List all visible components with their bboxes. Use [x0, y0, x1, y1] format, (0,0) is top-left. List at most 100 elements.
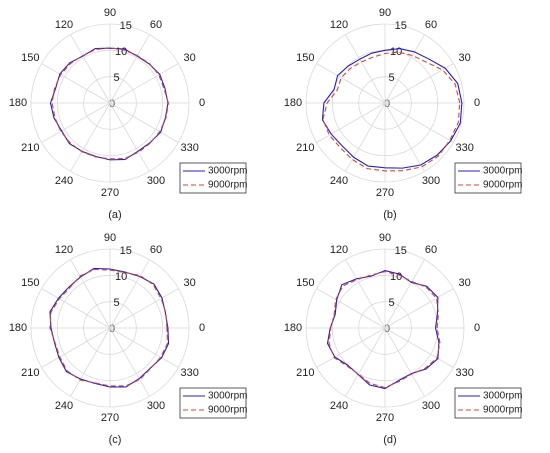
theta-tick-label: 60 — [150, 19, 162, 31]
theta-tick-label: 330 — [455, 367, 473, 379]
grid-spoke — [109, 327, 179, 368]
series-line — [322, 51, 461, 172]
r-tick-label: 15 — [395, 245, 407, 257]
theta-tick-label: 90 — [104, 7, 116, 19]
theta-tick-label: 150 — [296, 52, 314, 64]
polar-plot: 0510150306090120150180210240270300330300… — [9, 7, 248, 221]
theta-tick-label: 300 — [147, 400, 165, 412]
grid-spoke — [70, 259, 111, 329]
legend-box — [454, 162, 522, 194]
series-line — [49, 267, 170, 388]
grid-spoke — [384, 327, 454, 368]
grid-spoke — [384, 34, 425, 104]
grid-spoke — [316, 288, 386, 329]
series-line — [328, 271, 441, 389]
legend-label: 3000rpm — [483, 391, 522, 402]
theta-tick-label: 270 — [376, 412, 394, 424]
theta-tick-label: 330 — [180, 142, 198, 154]
legend-label: 9000rpm — [208, 180, 247, 191]
grid-spoke — [316, 102, 386, 143]
r-tick-label: 15 — [120, 20, 132, 32]
theta-tick-label: 60 — [425, 244, 437, 256]
grid-spoke — [109, 102, 150, 172]
legend-box — [179, 162, 247, 194]
series-line — [49, 268, 169, 387]
theta-tick-label: 270 — [101, 187, 119, 199]
r-tick-label: 15 — [395, 20, 407, 32]
legend-label: 3000rpm — [483, 166, 522, 177]
theta-tick-label: 210 — [296, 367, 314, 379]
grid-spoke — [41, 102, 111, 143]
theta-tick-label: 180 — [284, 97, 302, 109]
r-tick-label: 5 — [114, 297, 120, 309]
grid-spoke — [70, 102, 111, 172]
r-tick-label: 10 — [115, 271, 127, 283]
theta-tick-label: 300 — [147, 175, 165, 187]
panel-label: (a) — [108, 209, 121, 221]
theta-tick-label: 150 — [21, 277, 39, 289]
theta-tick-label: 240 — [330, 400, 348, 412]
theta-tick-label: 300 — [422, 400, 440, 412]
theta-tick-label: 120 — [330, 19, 348, 31]
theta-tick-label: 240 — [55, 400, 73, 412]
grid-spoke — [345, 102, 386, 172]
panel-label: (b) — [383, 209, 396, 221]
legend-box — [179, 387, 247, 419]
theta-tick-label: 90 — [379, 7, 391, 19]
grid-spoke — [384, 288, 454, 329]
theta-tick-label: 180 — [284, 322, 302, 334]
theta-tick-label: 90 — [379, 232, 391, 244]
theta-tick-label: 330 — [455, 142, 473, 154]
grid-spoke — [345, 327, 386, 397]
legend-label: 3000rpm — [208, 166, 247, 177]
legend-label: 9000rpm — [483, 180, 522, 191]
grid-spoke — [384, 102, 454, 143]
theta-tick-label: 210 — [21, 367, 39, 379]
series-line — [51, 47, 170, 160]
theta-tick-label: 0 — [199, 322, 205, 334]
grid-spoke — [345, 259, 386, 329]
theta-tick-label: 180 — [9, 97, 27, 109]
theta-tick-label: 30 — [459, 52, 471, 64]
theta-tick-label: 210 — [21, 142, 39, 154]
grid-spoke — [109, 63, 179, 104]
theta-tick-label: 30 — [184, 277, 196, 289]
legend-label: 3000rpm — [208, 391, 247, 402]
grid-spoke — [109, 288, 179, 329]
theta-tick-label: 240 — [55, 175, 73, 187]
theta-tick-label: 300 — [422, 175, 440, 187]
theta-tick-label: 180 — [9, 322, 27, 334]
theta-tick-label: 270 — [376, 187, 394, 199]
theta-tick-label: 120 — [55, 19, 73, 31]
theta-tick-label: 150 — [21, 52, 39, 64]
theta-tick-label: 60 — [150, 244, 162, 256]
grid-spoke — [316, 63, 386, 104]
theta-tick-label: 150 — [296, 277, 314, 289]
legend-label: 9000rpm — [208, 405, 247, 416]
grid-spoke — [384, 327, 425, 397]
polar-plot: 0510150306090120150180210240270300330300… — [284, 7, 523, 221]
panel-label: (c) — [109, 434, 122, 446]
panel-label: (d) — [383, 434, 396, 446]
legend-label: 9000rpm — [483, 405, 522, 416]
r-tick-label: 15 — [120, 245, 132, 257]
legend-box — [454, 387, 522, 419]
theta-tick-label: 120 — [330, 244, 348, 256]
theta-tick-label: 0 — [474, 322, 480, 334]
theta-tick-label: 0 — [199, 97, 205, 109]
grid-spoke — [345, 34, 386, 104]
grid-spoke — [41, 63, 111, 104]
r-tick-label: 10 — [115, 46, 127, 58]
grid-spoke — [41, 327, 111, 368]
polar-plot: 0510150306090120150180210240270300330300… — [284, 232, 523, 446]
theta-tick-label: 120 — [55, 244, 73, 256]
r-tick-label: 5 — [389, 297, 395, 309]
grid-spoke — [70, 34, 111, 104]
grid-spoke — [109, 259, 150, 329]
theta-tick-label: 30 — [459, 277, 471, 289]
theta-tick-label: 330 — [180, 367, 198, 379]
grid-spoke — [109, 327, 150, 397]
grid-spoke — [316, 327, 386, 368]
grid-spoke — [70, 327, 111, 397]
theta-tick-label: 240 — [330, 175, 348, 187]
